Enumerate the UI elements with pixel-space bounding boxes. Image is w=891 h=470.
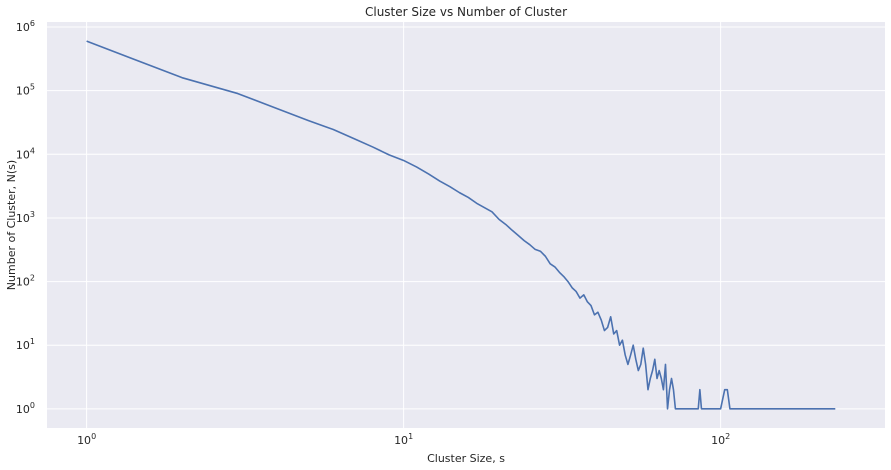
y-tick-label: 102 <box>16 274 35 289</box>
grid <box>47 22 885 428</box>
y-tick-label: 106 <box>16 19 35 34</box>
plot-background <box>47 22 885 428</box>
y-tick-label: 101 <box>16 337 35 352</box>
y-axis-title: Number of Cluster, N(s) <box>5 160 18 290</box>
y-tick-labels: 100 101 102 103 104 105 106 <box>16 19 35 416</box>
x-axis-title: Cluster Size, s <box>427 452 505 465</box>
y-tick-label: 103 <box>16 210 35 225</box>
y-tick-label: 105 <box>16 83 35 98</box>
x-tick-label: 102 <box>711 432 730 447</box>
series <box>86 40 836 410</box>
x-tick-labels: 100 101 102 <box>77 432 730 447</box>
y-tick-label: 100 <box>16 401 35 416</box>
y-tick-label: 104 <box>16 146 35 161</box>
series-line <box>86 40 836 410</box>
chart-title: Cluster Size vs Number of Cluster <box>365 5 567 19</box>
x-tick-label: 100 <box>77 432 96 447</box>
x-tick-label: 101 <box>394 432 413 447</box>
